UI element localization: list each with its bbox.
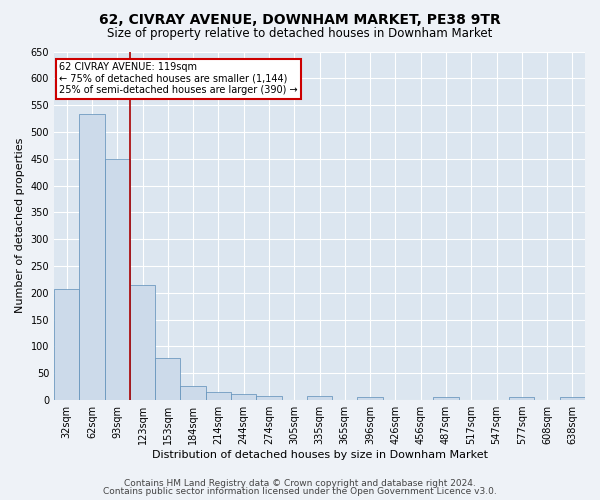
Text: Contains public sector information licensed under the Open Government Licence v3: Contains public sector information licen… xyxy=(103,487,497,496)
Bar xyxy=(358,397,383,400)
Bar xyxy=(79,114,104,400)
Text: Contains HM Land Registry data © Crown copyright and database right 2024.: Contains HM Land Registry data © Crown c… xyxy=(124,478,476,488)
Bar xyxy=(155,358,181,400)
Bar xyxy=(433,398,458,400)
Text: 62, CIVRAY AVENUE, DOWNHAM MARKET, PE38 9TR: 62, CIVRAY AVENUE, DOWNHAM MARKET, PE38 … xyxy=(99,12,501,26)
Bar xyxy=(130,285,155,400)
Bar xyxy=(256,396,281,400)
Bar xyxy=(231,394,256,400)
Bar xyxy=(560,398,585,400)
Text: 62 CIVRAY AVENUE: 119sqm
← 75% of detached houses are smaller (1,144)
25% of sem: 62 CIVRAY AVENUE: 119sqm ← 75% of detach… xyxy=(59,62,298,95)
Bar xyxy=(307,396,332,400)
X-axis label: Distribution of detached houses by size in Downham Market: Distribution of detached houses by size … xyxy=(152,450,488,460)
Bar xyxy=(104,159,130,400)
Text: Size of property relative to detached houses in Downham Market: Size of property relative to detached ho… xyxy=(107,28,493,40)
Bar xyxy=(181,386,206,400)
Bar xyxy=(54,288,79,400)
Bar xyxy=(206,392,231,400)
Bar xyxy=(509,397,535,400)
Y-axis label: Number of detached properties: Number of detached properties xyxy=(15,138,25,314)
